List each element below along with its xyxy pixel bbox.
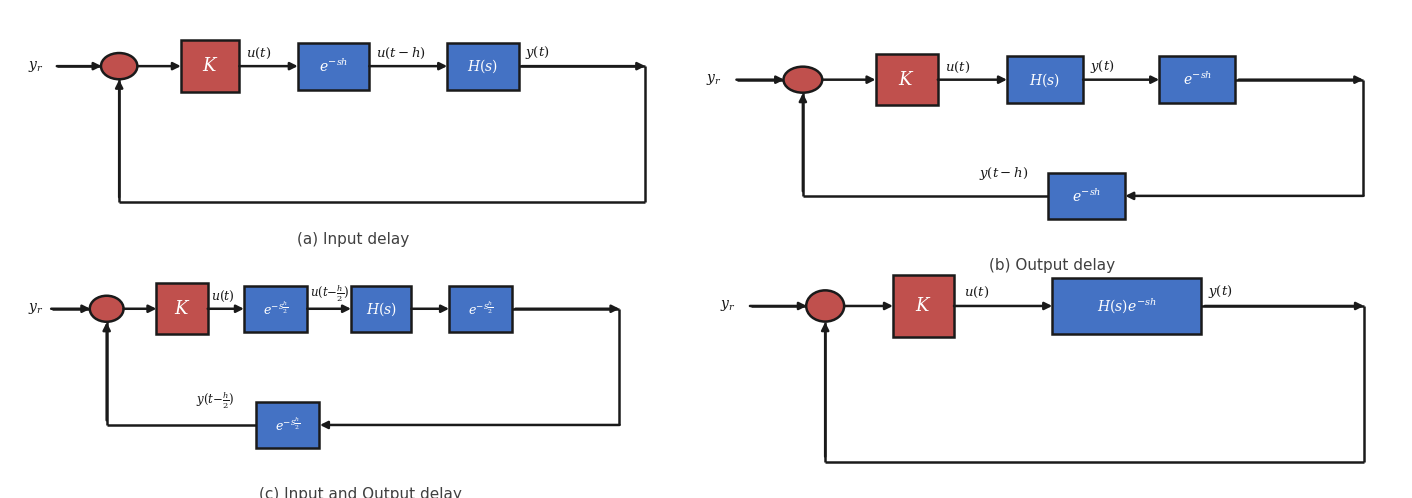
Bar — [1052, 278, 1202, 334]
Text: $H(s)$: $H(s)$ — [366, 300, 397, 318]
Text: $e^{-s\frac{h}{2}}$: $e^{-s\frac{h}{2}}$ — [275, 416, 301, 434]
Text: $H(s)$: $H(s)$ — [467, 57, 498, 75]
Bar — [244, 285, 308, 332]
Text: $e^{-sh}$: $e^{-sh}$ — [1072, 187, 1101, 205]
Bar — [298, 43, 370, 90]
Text: $y_r$: $y_r$ — [28, 301, 44, 316]
Text: $K$: $K$ — [898, 71, 915, 89]
Text: $K$: $K$ — [915, 297, 932, 315]
Text: $u(t)$: $u(t)$ — [210, 289, 234, 304]
Text: (a) Input delay: (a) Input delay — [297, 232, 409, 247]
Bar — [1007, 56, 1083, 103]
Text: $K$: $K$ — [174, 300, 191, 318]
Text: $u(t-h)$: $u(t-h)$ — [376, 46, 425, 61]
Text: $u(t)$: $u(t)$ — [246, 46, 271, 61]
Text: $u(t)$: $u(t)$ — [964, 285, 990, 300]
Text: $y_r$: $y_r$ — [706, 72, 722, 87]
Text: $e^{-sh}$: $e^{-sh}$ — [319, 57, 349, 75]
Text: $H(s)$: $H(s)$ — [1029, 71, 1060, 89]
Bar — [181, 40, 240, 92]
Text: $e^{-sh}$: $e^{-sh}$ — [1182, 71, 1211, 88]
Text: $y_r$: $y_r$ — [28, 59, 44, 74]
Bar — [892, 275, 955, 337]
Circle shape — [806, 290, 844, 322]
Text: $u(t{-}\frac{h}{2})$: $u(t{-}\frac{h}{2})$ — [311, 282, 350, 304]
Bar — [448, 43, 518, 90]
Bar — [352, 285, 411, 332]
Bar — [875, 54, 938, 105]
Text: (b) Output delay: (b) Output delay — [988, 258, 1115, 273]
Bar — [157, 283, 208, 334]
Text: (c) Input and Output delay: (c) Input and Output delay — [258, 487, 462, 498]
Bar — [256, 402, 319, 448]
Text: $y_r$: $y_r$ — [720, 298, 736, 313]
Text: $e^{-s\frac{h}{2}}$: $e^{-s\frac{h}{2}}$ — [263, 300, 288, 318]
Circle shape — [90, 296, 124, 322]
Text: $y(t)$: $y(t)$ — [1090, 58, 1114, 75]
Text: $u(t)$: $u(t)$ — [945, 60, 970, 75]
Text: $y(t)$: $y(t)$ — [1209, 283, 1233, 300]
Text: $y(t)$: $y(t)$ — [525, 44, 549, 61]
Bar — [449, 285, 513, 332]
Circle shape — [102, 53, 137, 79]
Bar — [1159, 56, 1236, 103]
Text: $y(t{-}\frac{h}{2})$: $y(t{-}\frac{h}{2})$ — [196, 389, 234, 411]
Text: $e^{-s\frac{h}{2}}$: $e^{-s\frac{h}{2}}$ — [467, 300, 494, 318]
Circle shape — [784, 67, 822, 93]
Text: $y(t-h)$: $y(t-h)$ — [980, 165, 1028, 182]
Text: $K$: $K$ — [202, 57, 219, 75]
Text: $H(s)e^{-sh}$: $H(s)e^{-sh}$ — [1097, 296, 1156, 315]
Bar — [1049, 173, 1124, 219]
